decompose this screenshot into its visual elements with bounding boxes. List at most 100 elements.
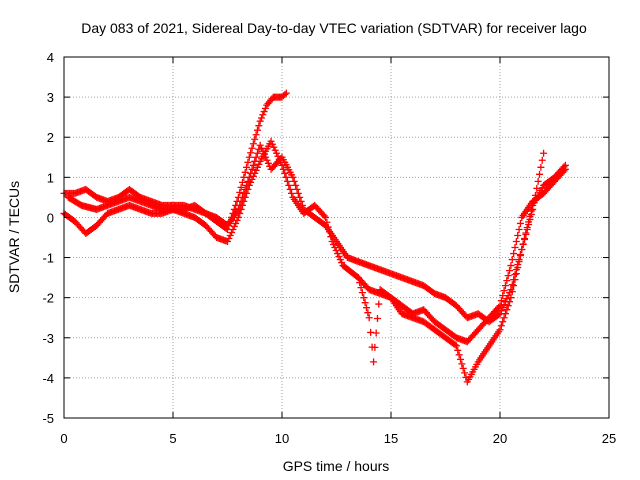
data-point	[538, 156, 546, 164]
data-point	[336, 256, 344, 264]
data-point	[500, 314, 508, 322]
data-point	[514, 264, 522, 272]
y-tick-label: -4	[42, 371, 54, 386]
x-tick-label: 0	[60, 431, 67, 446]
data-point	[224, 238, 231, 246]
data-point	[495, 311, 503, 319]
data-point	[253, 126, 261, 134]
data-point	[271, 146, 279, 154]
data-point	[330, 241, 338, 249]
data-point	[293, 185, 301, 193]
data-point	[370, 358, 378, 366]
data-point	[263, 156, 271, 164]
data-point	[459, 364, 467, 372]
data-point	[356, 279, 364, 287]
data-point	[241, 168, 249, 176]
data-point	[264, 159, 272, 167]
data-point	[273, 149, 281, 157]
data-point	[461, 369, 469, 377]
data-point	[237, 197, 245, 205]
data-point	[259, 111, 267, 119]
data-point	[507, 294, 515, 302]
y-tick-label: -3	[42, 331, 54, 346]
data-point	[358, 289, 366, 297]
data-point	[529, 205, 537, 213]
data-point	[516, 219, 524, 227]
data-point	[292, 181, 300, 189]
data-point	[294, 189, 302, 197]
data-point	[338, 259, 346, 267]
data-point	[508, 281, 516, 289]
data-point	[521, 236, 529, 244]
data-point	[501, 310, 509, 318]
data-point	[234, 205, 242, 213]
chart-title: Day 083 of 2021, Sidereal Day-to-day VTE…	[81, 20, 587, 36]
data-point	[500, 301, 508, 309]
data-point	[296, 193, 304, 201]
data-point	[248, 144, 256, 152]
data-point	[290, 177, 298, 185]
data-point	[282, 173, 290, 181]
data-point	[252, 131, 260, 139]
data-point	[241, 185, 249, 193]
data-point	[515, 225, 523, 233]
data-point	[262, 153, 270, 161]
y-tick-label: -5	[42, 411, 54, 426]
data-point	[253, 149, 261, 157]
data-point	[504, 272, 512, 280]
data-point	[268, 140, 276, 148]
data-point	[508, 256, 516, 264]
data-point	[357, 284, 365, 292]
data-point	[458, 360, 466, 368]
data-point	[371, 343, 379, 351]
data-point	[365, 314, 373, 322]
data-point	[320, 212, 328, 220]
data-point	[255, 122, 263, 130]
data-point	[261, 104, 269, 112]
data-point	[332, 247, 340, 255]
data-point	[245, 153, 253, 161]
data-point	[335, 253, 343, 261]
data-point	[226, 231, 234, 239]
data-point	[270, 143, 278, 151]
data-point	[373, 315, 381, 323]
data-point	[497, 322, 505, 330]
grid-layer	[64, 57, 609, 418]
data-point	[372, 329, 380, 337]
data-point	[286, 185, 294, 193]
x-tick-label: 20	[493, 431, 507, 446]
data-point	[267, 137, 275, 145]
data-point	[515, 258, 523, 266]
y-tick-label: 1	[47, 170, 54, 185]
data-point	[512, 270, 520, 278]
data-point	[258, 114, 266, 122]
data-point	[260, 108, 268, 116]
y-tick-label: 4	[47, 50, 54, 65]
data-point	[452, 342, 460, 350]
data-point	[334, 250, 342, 258]
data-point	[512, 238, 520, 246]
data-point	[243, 163, 251, 171]
data-point	[455, 351, 463, 359]
data-point	[533, 184, 541, 192]
data-point	[252, 166, 260, 174]
data-point	[244, 177, 252, 185]
data-point	[289, 173, 297, 181]
data-point	[530, 198, 538, 206]
data-point	[283, 177, 291, 185]
data-point	[249, 140, 257, 148]
data-point	[256, 117, 264, 125]
data-point	[288, 189, 296, 197]
data-point	[238, 178, 246, 186]
data-point	[499, 304, 507, 312]
data-point	[228, 228, 236, 236]
data-point	[561, 161, 569, 169]
data-point	[229, 225, 237, 233]
data-point	[375, 300, 383, 308]
data-point	[504, 302, 512, 310]
data-point	[233, 216, 241, 224]
data-point	[560, 163, 568, 171]
data-point	[258, 144, 266, 152]
data-point	[361, 299, 369, 307]
data-point	[537, 163, 545, 171]
